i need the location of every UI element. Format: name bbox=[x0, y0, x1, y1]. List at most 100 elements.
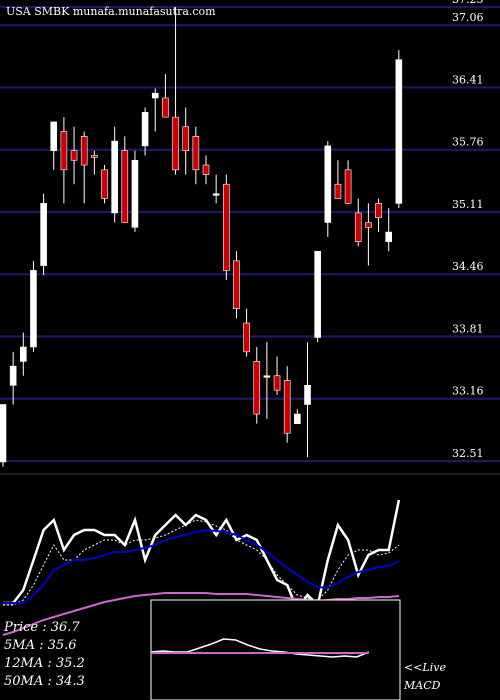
y-tick-label: 35.11 bbox=[452, 198, 484, 211]
candle bbox=[324, 141, 332, 237]
candle-body-down bbox=[101, 169, 108, 199]
candle bbox=[263, 342, 271, 419]
candle bbox=[101, 165, 108, 204]
legend-entry: 5MA : 35.6 bbox=[4, 638, 77, 653]
candle-body-up bbox=[395, 59, 403, 204]
macd-box bbox=[150, 599, 401, 700]
y-tick-label: 37.06 bbox=[452, 11, 484, 24]
candle bbox=[294, 409, 301, 424]
y-tick-label: 33.81 bbox=[452, 322, 484, 335]
candle bbox=[223, 174, 230, 280]
candle bbox=[365, 203, 372, 266]
candle bbox=[385, 208, 393, 252]
candle-body-up bbox=[131, 159, 139, 228]
y-tick-label: 33.16 bbox=[452, 385, 484, 398]
candle bbox=[50, 121, 58, 170]
candle-body-up bbox=[141, 112, 149, 147]
candle-body-down bbox=[91, 155, 98, 158]
macd-panel bbox=[150, 599, 401, 700]
candle bbox=[151, 88, 159, 132]
candle-body-down bbox=[365, 222, 372, 228]
candle-body-up bbox=[263, 375, 271, 378]
candlesticks bbox=[0, 7, 403, 467]
y-tick-label: 37.25 bbox=[452, 0, 484, 6]
candle-body-up bbox=[9, 365, 17, 386]
candle bbox=[141, 107, 149, 156]
candle-body-up bbox=[40, 203, 47, 266]
candle-body-down bbox=[334, 183, 342, 199]
candle-body-down bbox=[344, 169, 352, 204]
candle bbox=[283, 366, 291, 443]
indicator-line-ma5 bbox=[3, 519, 400, 606]
candle-body-down bbox=[233, 260, 240, 310]
candle bbox=[60, 117, 68, 204]
candle bbox=[172, 7, 179, 175]
y-tick-label: 32.51 bbox=[452, 447, 484, 460]
candle-body-down bbox=[273, 375, 281, 391]
candle bbox=[9, 351, 17, 405]
candle-body-up bbox=[324, 145, 332, 223]
candle-body-up bbox=[385, 231, 393, 242]
candle-body-down bbox=[70, 150, 78, 161]
ma-legend: Price : 36.7 5MA : 35.6 12MA : 35.2 50MA : … bbox=[3, 620, 85, 689]
candle bbox=[40, 193, 47, 276]
candle bbox=[111, 126, 118, 223]
candle-body-up bbox=[0, 404, 7, 463]
candle-body-down bbox=[172, 116, 179, 171]
candle bbox=[131, 150, 139, 233]
candle-body-down bbox=[375, 203, 382, 219]
candle-body-down bbox=[243, 322, 250, 353]
candle-body-up bbox=[294, 413, 301, 424]
candle bbox=[304, 342, 311, 458]
macd-label-live: <<Live bbox=[404, 661, 446, 674]
y-axis-ticks: 37.25 37.06 36.41 35.76 35.11 34.46 33.81 33.16… bbox=[452, 0, 484, 460]
legend-entry: Price : 36.7 bbox=[3, 620, 80, 635]
candle-body-down bbox=[192, 136, 200, 171]
candle bbox=[19, 332, 27, 376]
candle-body-down bbox=[121, 150, 129, 223]
candle-body-down bbox=[253, 361, 261, 415]
candle bbox=[91, 150, 98, 175]
candle bbox=[243, 308, 250, 357]
candle-body-down bbox=[354, 212, 362, 242]
candle bbox=[253, 347, 261, 424]
macd-label-macd: MACD bbox=[403, 679, 441, 692]
candle bbox=[334, 160, 342, 199]
y-tick-label: 35.76 bbox=[452, 136, 484, 149]
legend-entry: 12MA : 35.2 bbox=[4, 656, 85, 671]
y-tick-label: 36.41 bbox=[452, 73, 484, 86]
candle-body-down bbox=[283, 380, 291, 434]
candle bbox=[395, 50, 403, 209]
candle bbox=[202, 155, 210, 185]
candle-body-down bbox=[80, 136, 88, 166]
legend-entry: 50MA : 34.3 bbox=[4, 674, 85, 689]
candle-body-up bbox=[30, 270, 37, 348]
candle-body-up bbox=[50, 121, 58, 151]
candle bbox=[314, 250, 321, 343]
candle bbox=[0, 404, 7, 467]
indicator-line-price bbox=[3, 499, 401, 613]
candle-body-down bbox=[60, 131, 68, 171]
candle bbox=[273, 356, 281, 395]
candle bbox=[354, 198, 362, 247]
candle bbox=[192, 126, 200, 185]
indicator-line-ma12 bbox=[3, 528, 400, 604]
candle-body-down bbox=[223, 183, 230, 271]
macd-lines bbox=[150, 638, 370, 658]
candle-body-up bbox=[19, 346, 27, 362]
candle bbox=[233, 251, 240, 319]
candle bbox=[344, 160, 352, 204]
candle bbox=[70, 126, 78, 185]
candle-body-up bbox=[314, 250, 321, 338]
candle-body-up bbox=[151, 92, 159, 99]
y-tick-label: 34.46 bbox=[452, 260, 484, 273]
candle bbox=[182, 107, 189, 175]
candle bbox=[121, 136, 129, 223]
chart-title: USA SMBK munafa.munafasutra.com bbox=[6, 5, 216, 18]
candle-body-up bbox=[212, 193, 220, 196]
candle-body-down bbox=[202, 164, 210, 175]
candle bbox=[80, 131, 88, 204]
